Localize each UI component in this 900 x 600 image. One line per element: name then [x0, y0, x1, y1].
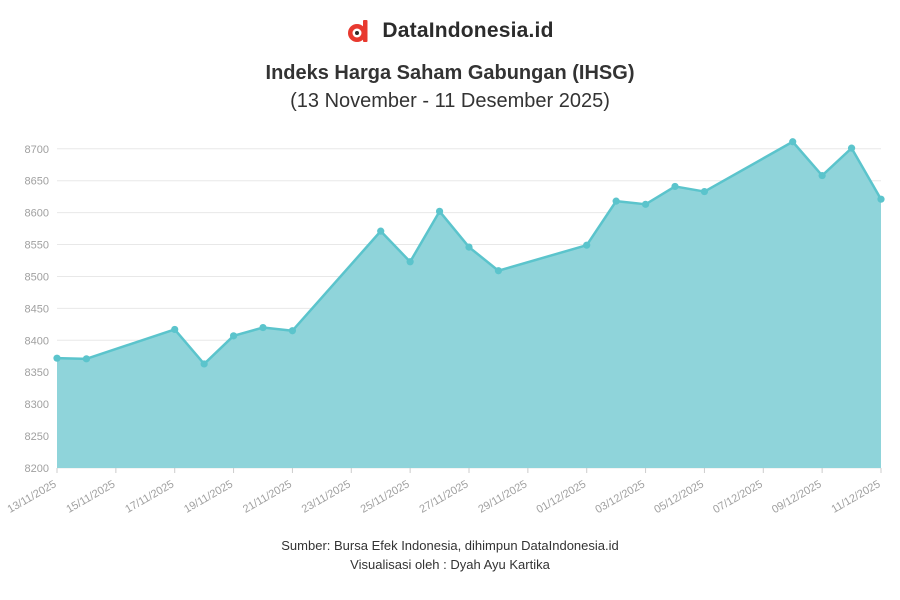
- x-tick-label: 11/12/2025: [830, 478, 883, 516]
- brand-header: DataIndonesia.id: [0, 18, 900, 44]
- data-point: [435, 207, 444, 215]
- y-tick-label: 8450: [25, 303, 49, 315]
- x-tick-label: 15/11/2025: [64, 478, 117, 516]
- chart-subtitle: (13 November - 11 Desember 2025): [290, 90, 610, 112]
- data-point: [641, 200, 650, 208]
- credit-note: Visualisasi oleh : Dyah Ayu Kartika: [350, 557, 550, 572]
- dataindonesia-logo-icon: [348, 20, 368, 42]
- data-point: [200, 360, 208, 368]
- y-tick-label: 8300: [25, 399, 49, 411]
- data-point: [612, 197, 620, 205]
- data-point: [288, 327, 297, 335]
- x-tick-label: 25/11/2025: [359, 478, 412, 516]
- data-point: [700, 187, 709, 196]
- y-axis: 8200 8250 8300 8350 8400 8450 8500 8550 8600 8650…: [25, 144, 49, 475]
- y-tick-label: 8400: [25, 335, 49, 347]
- data-point: [877, 195, 885, 203]
- x-axis: 13/11/2025 15/11/2025 17/11/2025 19/11/2025…: [6, 468, 883, 516]
- source-note: Sumber: Bursa Efek Indonesia, dihimpun D…: [281, 538, 619, 553]
- y-tick-label: 8550: [25, 240, 49, 252]
- y-tick-label: 8500: [25, 271, 49, 283]
- data-point: [789, 138, 797, 146]
- data-point: [818, 171, 826, 180]
- y-tick-label: 8700: [25, 144, 49, 156]
- x-tick-label: 23/11/2025: [300, 478, 353, 516]
- x-tick-label: 17/11/2025: [123, 478, 176, 516]
- x-tick-label: 07/12/2025: [711, 478, 765, 516]
- data-point: [494, 267, 503, 275]
- y-tick-label: 8600: [25, 208, 49, 220]
- data-point: [377, 227, 385, 235]
- data-point: [671, 182, 679, 191]
- x-tick-label: 01/12/2025: [535, 478, 589, 516]
- x-tick-label: 21/11/2025: [241, 478, 294, 516]
- data-point: [53, 354, 61, 362]
- brand-name: DataIndonesia.id: [382, 19, 554, 42]
- x-tick-label: 27/11/2025: [418, 478, 471, 516]
- x-tick-label: 13/11/2025: [6, 478, 59, 516]
- x-tick-label: 29/11/2025: [476, 478, 529, 516]
- data-point: [171, 325, 179, 334]
- data-point: [583, 241, 591, 249]
- x-tick-label: 03/12/2025: [593, 478, 647, 516]
- data-point: [847, 144, 856, 152]
- chart-title: Indeks Harga Saham Gabungan (IHSG): [265, 62, 635, 84]
- data-point: [465, 243, 473, 251]
- y-tick-label: 8650: [25, 176, 49, 188]
- y-tick-label: 8350: [25, 367, 49, 379]
- x-tick-label: 05/12/2025: [652, 478, 706, 516]
- data-point: [259, 323, 267, 332]
- series-markers: [53, 138, 885, 368]
- series-ihsg: [56, 140, 883, 468]
- data-point: [229, 332, 238, 340]
- x-tick-label: 09/12/2025: [770, 478, 824, 516]
- data-point: [406, 258, 414, 266]
- data-point: [82, 355, 91, 363]
- area-fill: [57, 141, 881, 468]
- y-tick-label: 8200: [25, 463, 49, 475]
- x-tick-label: 19/11/2025: [182, 478, 235, 516]
- y-tick-label: 8250: [25, 431, 49, 443]
